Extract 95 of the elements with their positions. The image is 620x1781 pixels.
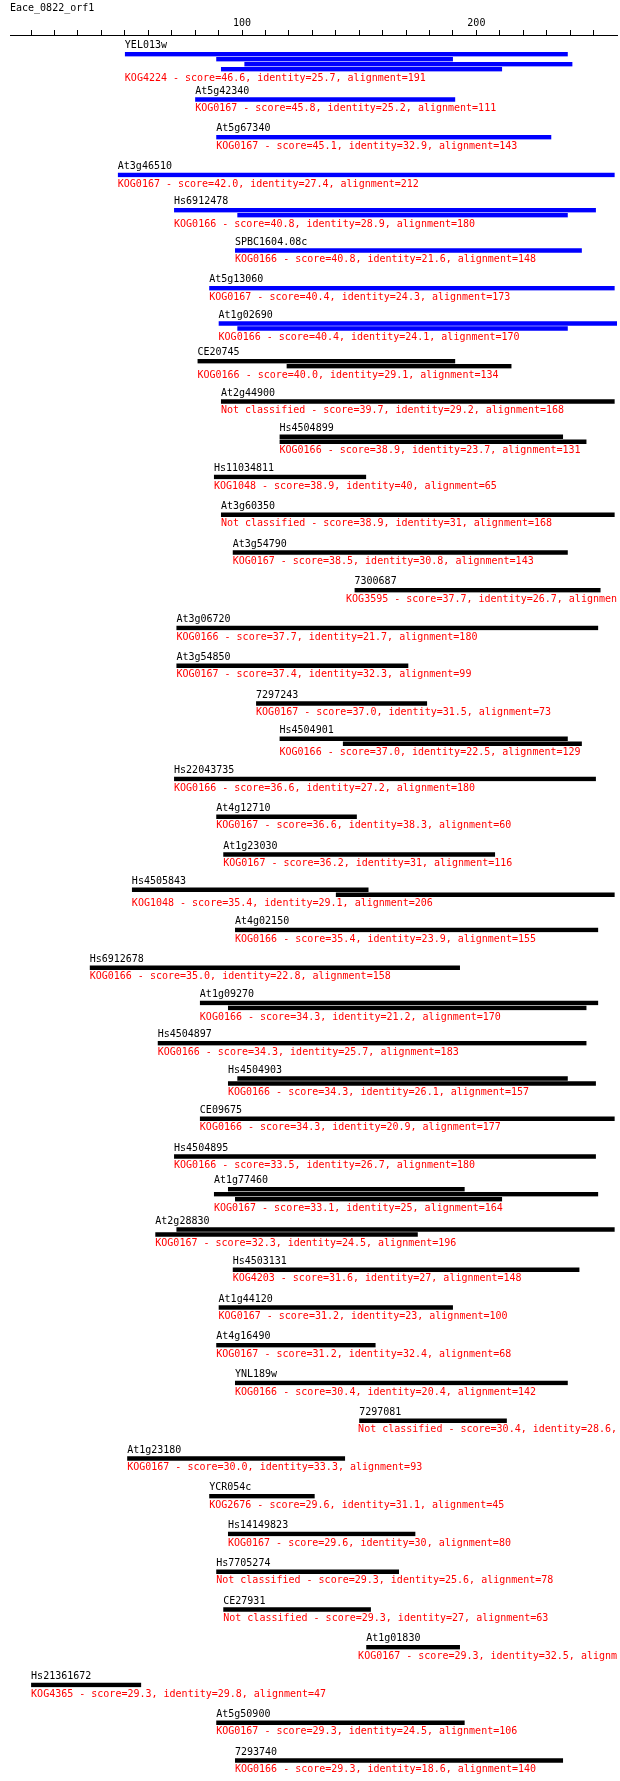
annotation: Not classified - score=30.4, identity=28.6, bbox=[358, 1423, 618, 1435]
annotation: KOG0167 - score=36.2, identity=31, alignment=116 bbox=[223, 857, 513, 869]
y-tick-label: At5g42340 bbox=[195, 84, 250, 96]
y-tick-label: Hs14149823 bbox=[227, 1519, 289, 1531]
y-tick-label: Hs6912678 bbox=[89, 952, 144, 964]
annotation: KOG0167 - score=29.6, identity=30, alignment=80 bbox=[227, 1536, 511, 1548]
annotation: KOG0167 - score=29.3, identity=32.5, alignm bbox=[358, 1649, 618, 1661]
x-axis-title: Eace_0822_orf1 bbox=[10, 1, 95, 14]
y-tick-label: At1g77460 bbox=[213, 1174, 269, 1186]
annotation: KOG0166 - score=40.8, identity=28.9, alignment=180 bbox=[174, 217, 476, 229]
y-tick-label: At5g67340 bbox=[216, 122, 271, 134]
annotation: KOG0167 - score=37.4, identity=32.3, alignment=99 bbox=[176, 668, 472, 680]
x-tick-label: 100 bbox=[232, 16, 252, 28]
annotation: KOG1048 - score=38.9, identity=40, alignment=65 bbox=[213, 479, 497, 491]
y-tick-label: CE20745 bbox=[197, 346, 240, 358]
y-tick-label: At1g23030 bbox=[223, 839, 278, 851]
y-tick-label: Hs4504899 bbox=[279, 421, 334, 433]
annotation: Not classified - score=29.3, identity=25.6, alignment=78 bbox=[216, 1574, 554, 1586]
annotation: Not classified - score=39.7, identity=29.2, alignment=168 bbox=[220, 404, 565, 416]
annotation: KOG2676 - score=29.6, identity=31.1, alignment=45 bbox=[209, 1498, 505, 1510]
annotation: KOG0167 - score=42.0, identity=27.4, alignment=212 bbox=[117, 177, 419, 189]
annotation: Not classified - score=29.3, identity=27, alignment=63 bbox=[223, 1612, 549, 1624]
annotation: KOG0166 - score=34.3, identity=25.7, alignment=183 bbox=[157, 1045, 459, 1057]
annotation: KOG0167 - score=45.8, identity=25.2, alignment=111 bbox=[195, 102, 497, 114]
y-tick-label: At3g54790 bbox=[232, 537, 287, 549]
annotation: KOG0166 - score=35.0, identity=22.8, alignment=158 bbox=[89, 970, 391, 982]
y-tick-label: At4g12710 bbox=[216, 801, 271, 813]
y-tick-label: At1g02690 bbox=[218, 308, 273, 320]
y-tick-label: At2g28830 bbox=[155, 1214, 210, 1226]
y-tick-label: YCR054c bbox=[209, 1481, 252, 1493]
y-tick-label: At1g01830 bbox=[366, 1632, 421, 1644]
y-tick-label: At4g16490 bbox=[216, 1330, 271, 1342]
y-tick-label: Hs6912478 bbox=[174, 195, 229, 207]
annotation: KOG4365 - score=29.3, identity=29.8, alignment=47 bbox=[31, 1687, 327, 1699]
y-tick-label: Hs21361672 bbox=[31, 1670, 92, 1682]
y-tick-label: Hs11034811 bbox=[213, 462, 275, 474]
y-tick-label: At3g46510 bbox=[117, 160, 172, 172]
y-tick-label: 7293740 bbox=[234, 1745, 278, 1757]
y-tick-label: SPBC1604.08c bbox=[234, 235, 308, 247]
annotation: KOG0167 - score=31.2, identity=32.4, alignment=68 bbox=[216, 1347, 512, 1359]
annotation: KOG0166 - score=40.0, identity=29.1, alignment=134 bbox=[197, 368, 499, 380]
y-tick-label: At5g50900 bbox=[216, 1707, 271, 1719]
y-tick-label: Hs4503131 bbox=[232, 1254, 287, 1266]
annotation: KOG1048 - score=35.4, identity=29.1, alignment=206 bbox=[131, 897, 433, 909]
y-tick-label: At3g60350 bbox=[220, 499, 276, 511]
annotation: KOG3595 - score=37.7, identity=26.7, alignmen bbox=[346, 592, 618, 604]
y-tick-label: Hs4505843 bbox=[131, 874, 187, 886]
y-tick-label: At2g44900 bbox=[220, 386, 276, 398]
y-tick-label: YEL013w bbox=[124, 39, 168, 51]
y-tick-label: At1g23180 bbox=[127, 1443, 182, 1455]
annotation: KOG0166 - score=38.9, identity=23.7, alignment=131 bbox=[279, 444, 581, 456]
y-tick-label: At3g54850 bbox=[176, 650, 231, 662]
annotation: KOG0167 - score=40.4, identity=24.3, alignment=173 bbox=[209, 290, 511, 302]
y-tick-label: Hs4504901 bbox=[279, 723, 334, 735]
x-tick-label: 200 bbox=[467, 16, 486, 28]
annotation: KOG0166 - score=40.8, identity=21.6, alignment=148 bbox=[234, 253, 537, 265]
y-tick-label: 7297081 bbox=[359, 1405, 402, 1417]
annotation: KOG0166 - score=35.4, identity=23.9, alignment=155 bbox=[234, 932, 537, 944]
y-tick-label: Hs4504903 bbox=[227, 1063, 283, 1075]
annotation: KOG0166 - score=29.3, identity=18.6, alignment=140 bbox=[234, 1763, 537, 1775]
y-tick-label: Hs4504895 bbox=[174, 1141, 229, 1153]
annotation: KOG0166 - score=34.3, identity=26.1, alignment=157 bbox=[227, 1086, 529, 1098]
annotation: KOG4224 - score=46.6, identity=25.7, alignment=191 bbox=[124, 71, 426, 83]
y-tick-label: At1g09270 bbox=[199, 988, 255, 1000]
y-tick-label: YNL189w bbox=[234, 1368, 279, 1380]
annotation: KOG0167 - score=31.2, identity=23, alignment=100 bbox=[218, 1310, 508, 1322]
annotation: KOG0166 - score=34.3, identity=20.9, alignment=177 bbox=[199, 1121, 501, 1133]
y-tick-label: CE27931 bbox=[223, 1594, 266, 1606]
annotation: KOG0167 - score=45.1, identity=32.9, alignment=143 bbox=[216, 139, 518, 151]
annotation: KOG0167 - score=30.0, identity=33.3, alignment=93 bbox=[127, 1461, 423, 1473]
annotation: KOG0167 - score=33.1, identity=25, alignment=164 bbox=[213, 1201, 503, 1213]
annotation: KOG0166 - score=33.5, identity=26.7, alignment=180 bbox=[174, 1159, 476, 1171]
annotation: KOG0167 - score=29.3, identity=24.5, alignment=106 bbox=[216, 1725, 518, 1737]
y-tick-label: At5g13060 bbox=[209, 273, 264, 285]
annotation: Not classified - score=38.9, identity=31, alignment=168 bbox=[220, 517, 553, 529]
annotation: KOG0167 - score=38.5, identity=30.8, alignment=143 bbox=[232, 555, 534, 567]
y-tick-label: Hs4504897 bbox=[157, 1028, 212, 1040]
annotation: KOG0166 - score=40.4, identity=24.1, alignment=170 bbox=[218, 331, 520, 343]
y-tick-label: CE09675 bbox=[199, 1103, 242, 1115]
annotation: KOG0167 - score=36.6, identity=38.3, alignment=60 bbox=[216, 819, 512, 831]
annotation: KOG0167 - score=32.3, identity=24.5, alignment=196 bbox=[155, 1237, 457, 1249]
y-tick-label: 7297243 bbox=[256, 688, 299, 700]
annotation: KOG0166 - score=30.4, identity=20.4, alignment=142 bbox=[234, 1385, 537, 1397]
y-tick-label: Hs22043735 bbox=[174, 764, 235, 776]
y-tick-label: At4g02150 bbox=[234, 915, 290, 927]
annotation: KOG0166 - score=36.6, identity=27.2, alignment=180 bbox=[174, 781, 476, 793]
y-tick-label: 7300687 bbox=[354, 575, 397, 587]
annotation: KOG4203 - score=31.6, identity=27, alignment=148 bbox=[232, 1272, 522, 1284]
annotation: KOG0166 - score=37.7, identity=21.7, alignment=180 bbox=[176, 630, 478, 642]
annotation: KOG0167 - score=37.0, identity=31.5, alignment=73 bbox=[256, 706, 552, 718]
y-tick-label: At1g44120 bbox=[218, 1292, 273, 1304]
y-tick-label: Hs7705274 bbox=[216, 1556, 271, 1568]
y-tick-label: At3g06720 bbox=[176, 613, 231, 625]
annotation: KOG0166 - score=34.3, identity=21.2, alignment=170 bbox=[199, 1010, 501, 1022]
annotation: KOG0166 - score=37.0, identity=22.5, alignment=129 bbox=[279, 746, 581, 758]
